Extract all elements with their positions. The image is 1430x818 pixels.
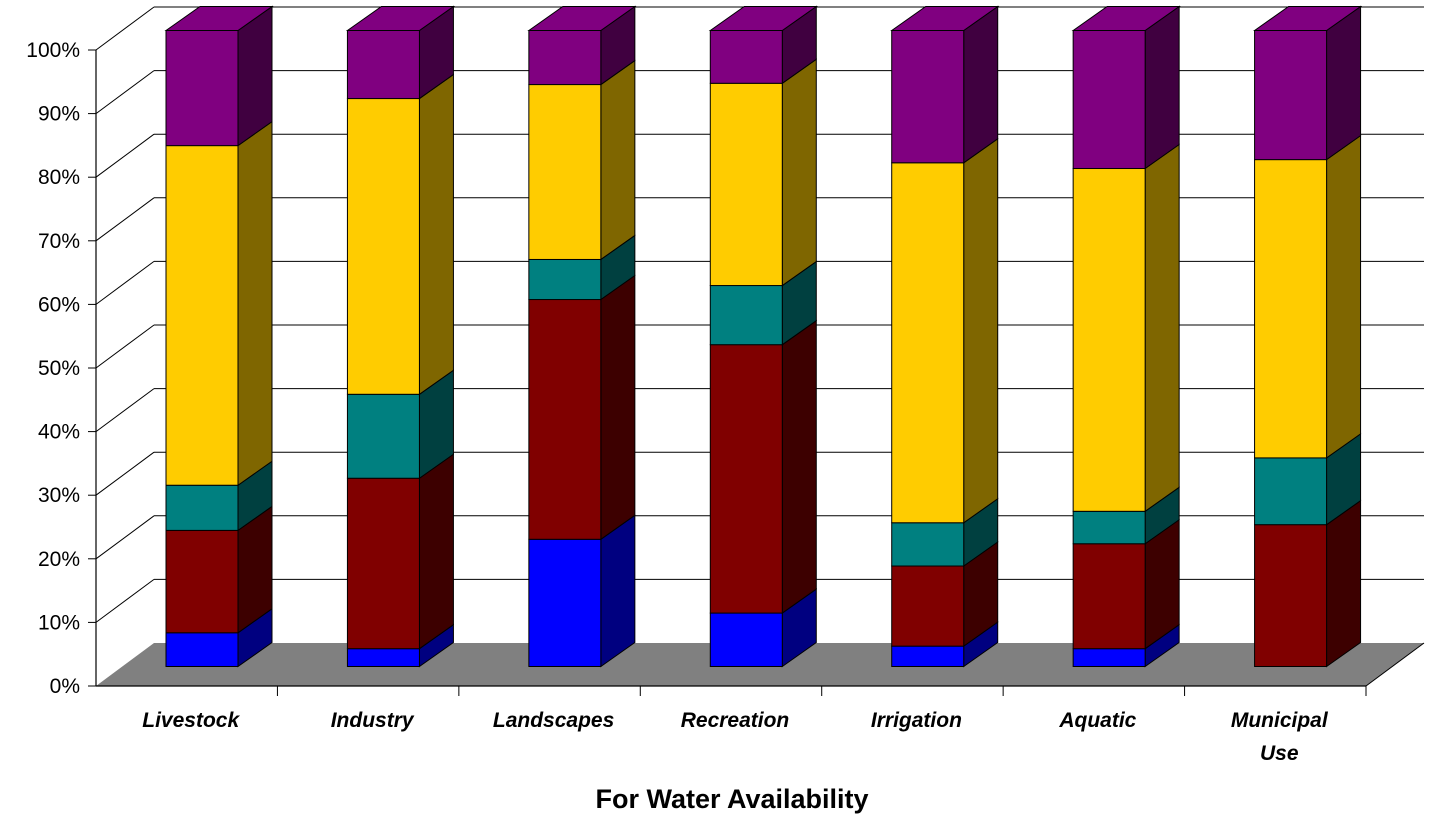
bar-segment [1254,30,1328,161]
bar-segment [528,299,602,540]
bar-segment-side [781,319,817,615]
bar-segment-side [963,5,999,164]
y-tick-label: 20% [38,548,80,571]
bar-segment-side [1144,143,1180,513]
x-category-label: Industry [331,709,415,732]
grid-line-diagonal [95,578,155,623]
x-category-label: Livestock [142,709,240,732]
bar-segment [165,632,239,667]
grid-line-diagonal [95,388,155,433]
bar-segment-side [1144,5,1180,170]
bar-segment-side [600,514,636,668]
bar-segment [346,393,420,479]
bar-segment [709,82,783,287]
x-category-label: Use [1260,742,1299,765]
bar-segment [709,612,783,667]
y-tick-label: 10% [38,611,80,634]
bar-segment [165,529,239,634]
x-category-label: Irrigation [871,709,962,732]
bar-segment [1254,457,1328,526]
y-tick-label: 70% [38,230,80,253]
bar-segment-side [418,453,454,650]
bar-segment [528,538,602,667]
bar-top-face [527,6,637,31]
bar-segment-side [418,73,454,396]
y-tick-label: 50% [38,357,80,380]
y-tick-label: 100% [26,39,80,62]
bar-segment [709,30,783,84]
bar-segment [346,477,420,650]
bar-segment [1072,510,1146,545]
bar-segment [528,84,602,260]
bar-segment-side [963,137,999,524]
bar-top-face [345,6,456,31]
bar-segment [1254,159,1328,459]
bar-segment [891,162,965,524]
grid-line-diagonal [95,451,155,496]
bar-segment [346,30,420,100]
grid-line-diagonal [95,197,155,242]
bar-segment [1072,168,1146,512]
y-tick-label: 80% [38,166,80,189]
bar-segment [346,98,420,395]
x-axis-title: For Water Availability [595,784,868,814]
bar-segment [165,30,239,147]
floor-edge [1365,642,1425,687]
grid-line-diagonal [95,133,155,178]
y-tick-label: 0% [50,675,80,698]
bar-segment [891,30,965,164]
bar-top-face [1071,6,1181,31]
y-tick-label: 60% [38,293,80,316]
bar-segment [891,645,965,668]
x-category-label: Municipal [1231,709,1329,732]
bar-segment [1072,648,1146,668]
bar-segment [1072,30,1146,170]
y-tick-label: 90% [38,103,80,126]
bar-segment [165,145,239,486]
bar-top-face [164,6,274,31]
grid-line-diagonal [95,6,155,51]
axes [88,49,1425,696]
bar-top-face [1252,6,1363,31]
grid-line-diagonal [95,515,155,560]
bar-segment [891,565,965,647]
bar-segment-side [1326,499,1362,668]
x-category-label: Recreation [681,709,790,732]
grid-line-diagonal [95,70,155,115]
grid-line-diagonal [95,324,155,369]
bar-segment [891,522,965,567]
y-tick-label: 30% [38,484,80,507]
bar-segment-side [237,120,273,487]
bar-segment [528,30,602,86]
bar-segment [165,484,239,531]
bar-top-face [708,6,818,31]
bar-segment-side [1326,134,1362,459]
bar-segment [528,258,602,301]
x-category-label: Aquatic [1058,709,1136,732]
x-category-label: Landscapes [493,709,614,732]
bar-segment [709,344,783,614]
bar-segment-side [781,58,817,287]
bar-segment [346,648,420,668]
y-tick-label: 40% [38,421,80,444]
bar-segment [709,285,783,346]
bar-segment [1254,524,1328,667]
axis-labels: 0% 10% 20% 30% 40% 50% 60% 70% 80% 90% 100% Livesto… [26,39,1329,765]
bar-top-face [890,6,1000,31]
bar-segment-side [1326,5,1362,161]
bar-segment [1072,543,1146,650]
bars [164,5,1363,668]
bar-segment-side [600,59,636,261]
grid-line-diagonal [95,260,155,305]
bar-segment-side [600,274,636,541]
